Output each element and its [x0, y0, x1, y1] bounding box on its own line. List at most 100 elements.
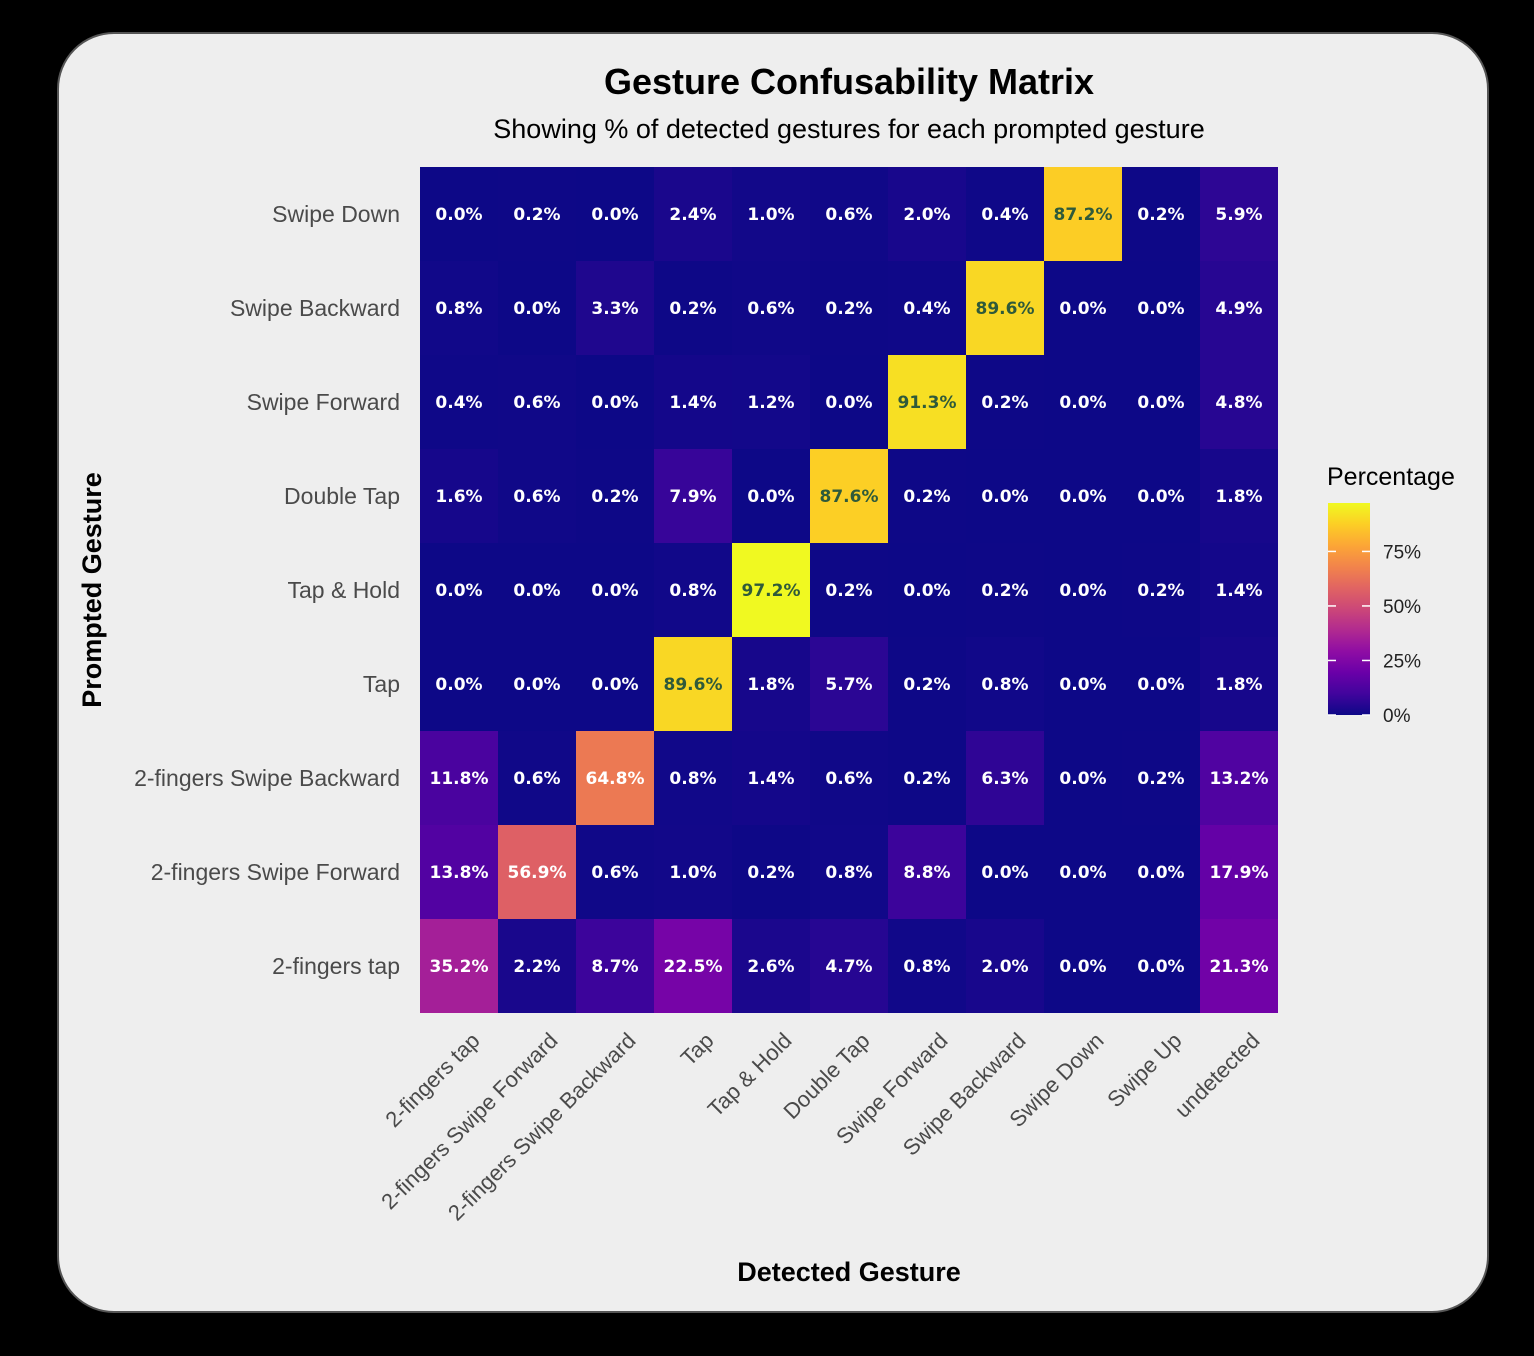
- cell-value-label: 0.0%: [1137, 675, 1184, 695]
- heatmap-cell: [498, 355, 576, 449]
- heatmap-cell: [732, 449, 810, 543]
- cell-value-label: 1.4%: [747, 769, 794, 789]
- cell-value-label: 0.8%: [669, 581, 716, 601]
- cell-value-label: 22.5%: [664, 957, 723, 977]
- cell-value-label: 0.8%: [825, 863, 872, 883]
- heatmap-cell: [888, 449, 966, 543]
- heatmap-cell: [888, 825, 966, 919]
- cell-value-label: 0.6%: [747, 299, 794, 319]
- heatmap-cell: [654, 355, 732, 449]
- cell-value-label: 8.8%: [903, 863, 950, 883]
- cell-value-label: 87.6%: [820, 487, 879, 507]
- heatmap-cell: [810, 825, 888, 919]
- cell-value-label: 56.9%: [508, 863, 567, 883]
- heatmap-cell: [732, 637, 810, 731]
- cell-value-label: 0.0%: [435, 581, 482, 601]
- heatmap-cell: [966, 449, 1044, 543]
- cell-value-label: 89.6%: [976, 299, 1035, 319]
- heatmap-cell: [888, 355, 966, 449]
- cell-value-label: 2.6%: [747, 957, 794, 977]
- cell-value-label: 6.3%: [981, 769, 1028, 789]
- heatmap-cell: [966, 543, 1044, 637]
- cell-value-label: 0.6%: [591, 863, 638, 883]
- heatmap-cell: [654, 261, 732, 355]
- cell-value-label: 1.8%: [1215, 487, 1262, 507]
- heatmap-cell: [1044, 167, 1122, 261]
- y-tick-tap: Tap: [363, 671, 400, 697]
- heatmap-cell: [1122, 637, 1200, 731]
- cell-value-label: 0.6%: [513, 393, 560, 413]
- heatmap-cell: [732, 167, 810, 261]
- legend-colorbar: [1328, 503, 1370, 715]
- heatmap-cell: [576, 919, 654, 1013]
- heatmap-cell: [576, 637, 654, 731]
- y-tick-double-tap: Double Tap: [284, 483, 400, 509]
- cell-value-label: 0.8%: [435, 299, 482, 319]
- cell-value-label: 0.0%: [1137, 393, 1184, 413]
- heatmap-cell: [576, 167, 654, 261]
- heatmap-cell: [420, 261, 498, 355]
- cell-value-label: 1.0%: [747, 205, 794, 225]
- y-tick-swipe-backward: Swipe Backward: [230, 295, 400, 321]
- heatmap-cell: [576, 261, 654, 355]
- cell-value-label: 0.8%: [669, 769, 716, 789]
- heatmap-cell: [732, 919, 810, 1013]
- cell-value-label: 0.0%: [591, 581, 638, 601]
- cell-value-label: 0.2%: [591, 487, 638, 507]
- cell-value-label: 64.8%: [586, 769, 645, 789]
- heatmap-cell: [654, 919, 732, 1013]
- legend-tick-label: 25%: [1383, 651, 1421, 672]
- heatmap-cell: [576, 731, 654, 825]
- heatmap-cell: [888, 261, 966, 355]
- heatmap-cell: [498, 637, 576, 731]
- heatmap-cell: [810, 355, 888, 449]
- heatmap-cell: [1122, 167, 1200, 261]
- cell-value-label: 0.0%: [591, 675, 638, 695]
- cell-value-label: 0.2%: [1137, 205, 1184, 225]
- cell-value-label: 3.3%: [591, 299, 638, 319]
- cell-value-label: 0.6%: [825, 769, 872, 789]
- heatmap-cell: [888, 731, 966, 825]
- heatmap-cell: [1122, 731, 1200, 825]
- heatmap-cell: [966, 637, 1044, 731]
- heatmap-cell: [966, 261, 1044, 355]
- heatmap-cell: [498, 731, 576, 825]
- heatmap-cell: [810, 167, 888, 261]
- cell-value-label: 0.4%: [981, 205, 1028, 225]
- heatmap-cell: [1200, 355, 1278, 449]
- cell-value-label: 0.0%: [1059, 675, 1106, 695]
- heatmap-cell: [1122, 261, 1200, 355]
- heatmap-cell: [654, 167, 732, 261]
- heatmap-cell: [1044, 731, 1122, 825]
- heatmap-cell: [1200, 731, 1278, 825]
- cell-value-label: 0.0%: [1137, 487, 1184, 507]
- y-tick-2-fingers-tap: 2-fingers tap: [272, 953, 400, 979]
- heatmap-cell: [1122, 919, 1200, 1013]
- heatmap-cell: [420, 543, 498, 637]
- cell-value-label: 89.6%: [664, 675, 723, 695]
- heatmap-cell: [576, 355, 654, 449]
- heatmap-cell: [498, 261, 576, 355]
- chart-subtitle: Showing % of detected gestures for each …: [493, 114, 1204, 144]
- cell-value-label: 0.0%: [825, 393, 872, 413]
- cell-value-label: 0.0%: [981, 487, 1028, 507]
- cell-value-label: 0.0%: [1059, 957, 1106, 977]
- cell-value-label: 0.2%: [981, 581, 1028, 601]
- cell-value-label: 0.0%: [1137, 863, 1184, 883]
- cell-value-label: 7.9%: [669, 487, 716, 507]
- cell-value-label: 0.2%: [903, 487, 950, 507]
- legend-tick-label: 0%: [1383, 706, 1411, 727]
- heatmap-cell: [1044, 543, 1122, 637]
- heatmap-cell: [1122, 449, 1200, 543]
- heatmap-cell: [810, 449, 888, 543]
- cell-value-label: 97.2%: [742, 581, 801, 601]
- heatmap-cell: [810, 731, 888, 825]
- heatmap-cell: [498, 543, 576, 637]
- heatmap-cell: [1044, 637, 1122, 731]
- cell-value-label: 0.0%: [981, 863, 1028, 883]
- heatmap-cell: [576, 449, 654, 543]
- y-tick-tap-and-hold: Tap & Hold: [287, 577, 400, 603]
- y-tick-2-fingers-swipe-forward: 2-fingers Swipe Forward: [151, 859, 400, 885]
- color-legend: Percentage 0% 25% 50% 75%: [1327, 463, 1455, 727]
- heatmap-cells: [420, 167, 1278, 1013]
